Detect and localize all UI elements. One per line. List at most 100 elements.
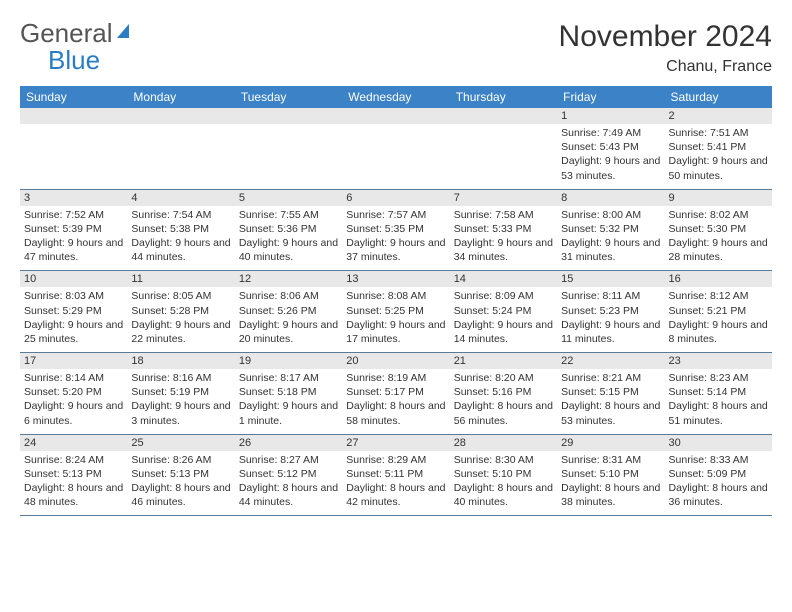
day-cell: 29Sunrise: 8:31 AMSunset: 5:10 PMDayligh…	[557, 434, 664, 516]
empty-day-body	[20, 124, 127, 184]
day-cell	[127, 108, 234, 189]
day-number: 16	[665, 271, 772, 287]
day-details: Sunrise: 7:58 AMSunset: 5:33 PMDaylight:…	[450, 206, 557, 271]
calendar-week-row: 1Sunrise: 7:49 AMSunset: 5:43 PMDaylight…	[20, 108, 772, 189]
day-cell: 13Sunrise: 8:08 AMSunset: 5:25 PMDayligh…	[342, 271, 449, 353]
day-cell: 17Sunrise: 8:14 AMSunset: 5:20 PMDayligh…	[20, 353, 127, 435]
day-details: Sunrise: 8:05 AMSunset: 5:28 PMDaylight:…	[127, 287, 234, 352]
empty-day-number	[20, 108, 127, 124]
day-number: 10	[20, 271, 127, 287]
calendar-week-row: 17Sunrise: 8:14 AMSunset: 5:20 PMDayligh…	[20, 353, 772, 435]
day-cell: 15Sunrise: 8:11 AMSunset: 5:23 PMDayligh…	[557, 271, 664, 353]
title-block: November 2024 Chanu, France	[559, 20, 772, 76]
day-number: 29	[557, 435, 664, 451]
day-cell: 20Sunrise: 8:19 AMSunset: 5:17 PMDayligh…	[342, 353, 449, 435]
day-number: 9	[665, 190, 772, 206]
day-cell: 26Sunrise: 8:27 AMSunset: 5:12 PMDayligh…	[235, 434, 342, 516]
logo: General Blue	[20, 20, 135, 74]
calendar-week-row: 24Sunrise: 8:24 AMSunset: 5:13 PMDayligh…	[20, 434, 772, 516]
location: Chanu, France	[559, 58, 772, 76]
day-details: Sunrise: 8:19 AMSunset: 5:17 PMDaylight:…	[342, 369, 449, 434]
day-cell: 27Sunrise: 8:29 AMSunset: 5:11 PMDayligh…	[342, 434, 449, 516]
day-number: 24	[20, 435, 127, 451]
day-details: Sunrise: 8:33 AMSunset: 5:09 PMDaylight:…	[665, 451, 772, 516]
day-details: Sunrise: 8:20 AMSunset: 5:16 PMDaylight:…	[450, 369, 557, 434]
day-cell: 12Sunrise: 8:06 AMSunset: 5:26 PMDayligh…	[235, 271, 342, 353]
day-number: 21	[450, 353, 557, 369]
day-number: 2	[665, 108, 772, 124]
day-header: Friday	[557, 86, 664, 108]
day-cell: 30Sunrise: 8:33 AMSunset: 5:09 PMDayligh…	[665, 434, 772, 516]
day-cell	[342, 108, 449, 189]
day-cell: 9Sunrise: 8:02 AMSunset: 5:30 PMDaylight…	[665, 189, 772, 271]
day-number: 26	[235, 435, 342, 451]
day-number: 11	[127, 271, 234, 287]
day-cell: 19Sunrise: 8:17 AMSunset: 5:18 PMDayligh…	[235, 353, 342, 435]
empty-day-number	[127, 108, 234, 124]
day-header: Sunday	[20, 86, 127, 108]
logo-text-1: General	[20, 18, 113, 48]
empty-day-body	[342, 124, 449, 184]
page-title: November 2024	[559, 20, 772, 54]
day-cell: 23Sunrise: 8:23 AMSunset: 5:14 PMDayligh…	[665, 353, 772, 435]
day-header: Monday	[127, 86, 234, 108]
day-cell: 10Sunrise: 8:03 AMSunset: 5:29 PMDayligh…	[20, 271, 127, 353]
day-details: Sunrise: 8:03 AMSunset: 5:29 PMDaylight:…	[20, 287, 127, 352]
day-details: Sunrise: 8:09 AMSunset: 5:24 PMDaylight:…	[450, 287, 557, 352]
day-cell: 6Sunrise: 7:57 AMSunset: 5:35 PMDaylight…	[342, 189, 449, 271]
day-cell: 21Sunrise: 8:20 AMSunset: 5:16 PMDayligh…	[450, 353, 557, 435]
empty-day-body	[235, 124, 342, 184]
day-details: Sunrise: 8:14 AMSunset: 5:20 PMDaylight:…	[20, 369, 127, 434]
logo-text-2: Blue	[48, 45, 100, 75]
day-details: Sunrise: 8:30 AMSunset: 5:10 PMDaylight:…	[450, 451, 557, 516]
day-details: Sunrise: 8:11 AMSunset: 5:23 PMDaylight:…	[557, 287, 664, 352]
day-cell: 22Sunrise: 8:21 AMSunset: 5:15 PMDayligh…	[557, 353, 664, 435]
calendar-week-row: 10Sunrise: 8:03 AMSunset: 5:29 PMDayligh…	[20, 271, 772, 353]
day-number: 27	[342, 435, 449, 451]
day-number: 18	[127, 353, 234, 369]
day-details: Sunrise: 7:55 AMSunset: 5:36 PMDaylight:…	[235, 206, 342, 271]
empty-day-number	[235, 108, 342, 124]
day-number: 13	[342, 271, 449, 287]
day-number: 20	[342, 353, 449, 369]
day-cell	[450, 108, 557, 189]
day-details: Sunrise: 8:27 AMSunset: 5:12 PMDaylight:…	[235, 451, 342, 516]
day-details: Sunrise: 7:51 AMSunset: 5:41 PMDaylight:…	[665, 124, 772, 189]
day-details: Sunrise: 8:26 AMSunset: 5:13 PMDaylight:…	[127, 451, 234, 516]
day-number: 5	[235, 190, 342, 206]
empty-day-body	[127, 124, 234, 184]
empty-day-body	[450, 124, 557, 184]
day-details: Sunrise: 8:29 AMSunset: 5:11 PMDaylight:…	[342, 451, 449, 516]
day-cell: 1Sunrise: 7:49 AMSunset: 5:43 PMDaylight…	[557, 108, 664, 189]
day-details: Sunrise: 8:23 AMSunset: 5:14 PMDaylight:…	[665, 369, 772, 434]
calendar-week-row: 3Sunrise: 7:52 AMSunset: 5:39 PMDaylight…	[20, 189, 772, 271]
day-header: Thursday	[450, 86, 557, 108]
empty-day-number	[342, 108, 449, 124]
day-cell: 28Sunrise: 8:30 AMSunset: 5:10 PMDayligh…	[450, 434, 557, 516]
day-number: 19	[235, 353, 342, 369]
day-number: 4	[127, 190, 234, 206]
day-cell	[20, 108, 127, 189]
day-details: Sunrise: 8:00 AMSunset: 5:32 PMDaylight:…	[557, 206, 664, 271]
day-number: 12	[235, 271, 342, 287]
day-cell: 4Sunrise: 7:54 AMSunset: 5:38 PMDaylight…	[127, 189, 234, 271]
day-details: Sunrise: 8:16 AMSunset: 5:19 PMDaylight:…	[127, 369, 234, 434]
day-details: Sunrise: 7:52 AMSunset: 5:39 PMDaylight:…	[20, 206, 127, 271]
day-details: Sunrise: 8:08 AMSunset: 5:25 PMDaylight:…	[342, 287, 449, 352]
day-number: 17	[20, 353, 127, 369]
day-details: Sunrise: 8:02 AMSunset: 5:30 PMDaylight:…	[665, 206, 772, 271]
empty-day-number	[450, 108, 557, 124]
day-details: Sunrise: 8:24 AMSunset: 5:13 PMDaylight:…	[20, 451, 127, 516]
day-cell: 3Sunrise: 7:52 AMSunset: 5:39 PMDaylight…	[20, 189, 127, 271]
day-cell: 5Sunrise: 7:55 AMSunset: 5:36 PMDaylight…	[235, 189, 342, 271]
day-number: 30	[665, 435, 772, 451]
day-header: Wednesday	[342, 86, 449, 108]
logo-sail-icon	[115, 29, 135, 46]
day-details: Sunrise: 8:12 AMSunset: 5:21 PMDaylight:…	[665, 287, 772, 352]
day-details: Sunrise: 8:31 AMSunset: 5:10 PMDaylight:…	[557, 451, 664, 516]
day-number: 14	[450, 271, 557, 287]
day-cell: 2Sunrise: 7:51 AMSunset: 5:41 PMDaylight…	[665, 108, 772, 189]
day-number: 1	[557, 108, 664, 124]
day-number: 7	[450, 190, 557, 206]
day-cell: 25Sunrise: 8:26 AMSunset: 5:13 PMDayligh…	[127, 434, 234, 516]
